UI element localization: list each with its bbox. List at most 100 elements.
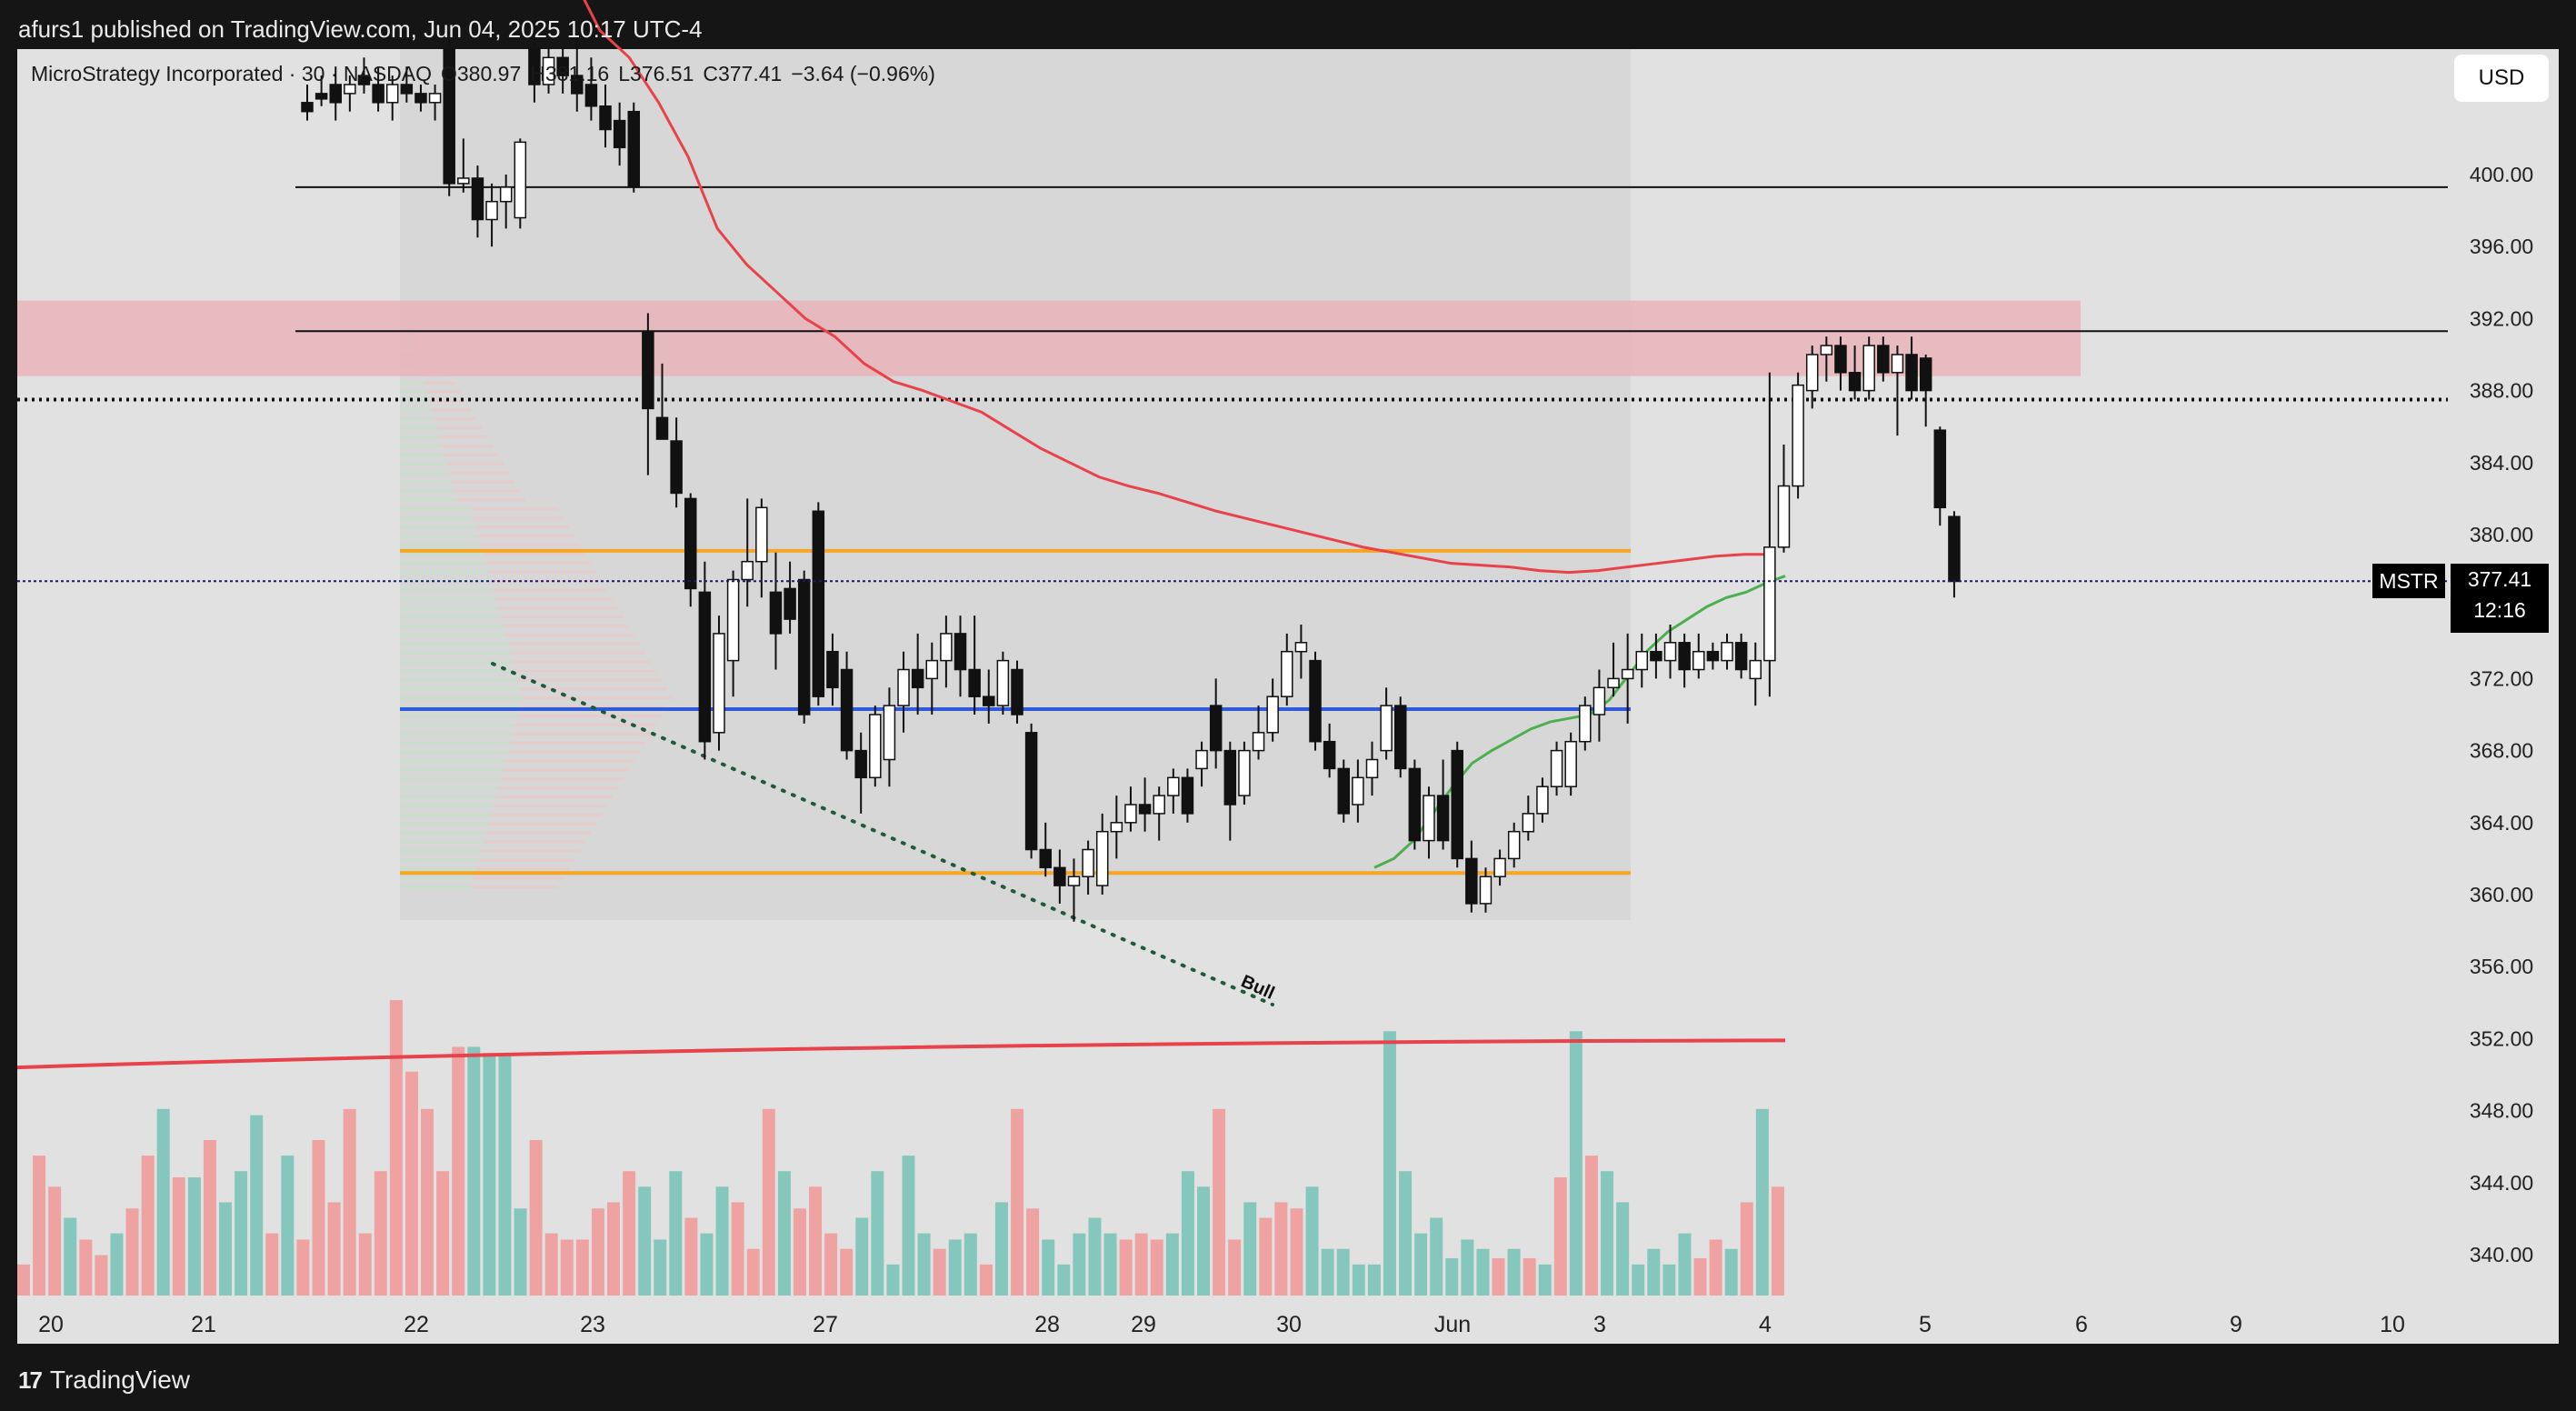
candle[interactable] xyxy=(684,493,697,607)
candle[interactable] xyxy=(1805,345,1819,409)
candle[interactable] xyxy=(542,48,555,94)
candle[interactable] xyxy=(1749,642,1762,706)
candle[interactable] xyxy=(1024,723,1038,859)
candle[interactable] xyxy=(1792,372,1804,499)
candle[interactable] xyxy=(996,651,1010,715)
candle[interactable] xyxy=(1266,678,1279,742)
candle[interactable] xyxy=(1948,511,1961,598)
candle[interactable] xyxy=(1223,741,1237,841)
candle[interactable] xyxy=(1550,741,1563,796)
candle[interactable] xyxy=(1423,786,1435,859)
candle[interactable] xyxy=(1195,741,1208,787)
candle[interactable] xyxy=(571,39,584,112)
candle[interactable] xyxy=(1650,633,1662,679)
candle[interactable] xyxy=(1734,633,1748,679)
candle[interactable] xyxy=(1365,741,1379,796)
candle[interactable] xyxy=(1138,777,1152,832)
candle[interactable] xyxy=(1153,786,1165,841)
candle[interactable] xyxy=(1933,426,1947,526)
bullish-divergence-trendline[interactable] xyxy=(491,662,1274,1006)
candle[interactable] xyxy=(1323,723,1336,778)
candle[interactable] xyxy=(1408,759,1422,850)
candle[interactable] xyxy=(1763,372,1776,697)
candle[interactable] xyxy=(769,552,783,670)
candle[interactable] xyxy=(499,175,513,229)
candle[interactable] xyxy=(514,138,527,229)
candle[interactable] xyxy=(1706,642,1720,670)
candle[interactable] xyxy=(1536,777,1549,823)
candle[interactable] xyxy=(329,66,342,121)
candle[interactable] xyxy=(599,85,612,148)
candle[interactable] xyxy=(528,30,541,103)
candle[interactable] xyxy=(897,651,910,733)
candle[interactable] xyxy=(1479,867,1493,913)
candle[interactable] xyxy=(613,102,626,166)
candle[interactable] xyxy=(301,85,314,121)
candle[interactable] xyxy=(1692,633,1705,679)
candle[interactable] xyxy=(1352,759,1364,823)
candle[interactable] xyxy=(1451,741,1463,868)
candle[interactable] xyxy=(1380,687,1393,760)
candle[interactable] xyxy=(940,615,953,688)
candle[interactable] xyxy=(1848,345,1862,400)
candle[interactable] xyxy=(1436,759,1450,850)
candle[interactable] xyxy=(627,102,641,193)
candle[interactable] xyxy=(1011,660,1023,724)
candle[interactable] xyxy=(1621,633,1634,724)
candle[interactable] xyxy=(584,57,598,121)
candle[interactable] xyxy=(1039,822,1052,877)
candle[interactable] xyxy=(1053,849,1066,904)
candle[interactable] xyxy=(840,651,854,760)
candle[interactable] xyxy=(854,732,867,814)
candle[interactable] xyxy=(443,30,455,196)
candle[interactable] xyxy=(1337,759,1351,823)
candle[interactable] xyxy=(1635,633,1649,688)
candle[interactable] xyxy=(1181,768,1194,823)
candle[interactable] xyxy=(1095,813,1109,895)
candle[interactable] xyxy=(1067,858,1081,922)
candle[interactable] xyxy=(1281,633,1293,706)
candle[interactable] xyxy=(911,633,924,715)
candle[interactable] xyxy=(485,183,498,247)
candle[interactable] xyxy=(1238,741,1251,805)
candle[interactable] xyxy=(1877,336,1890,382)
candle[interactable] xyxy=(883,687,896,787)
candle[interactable] xyxy=(372,66,384,112)
candle[interactable] xyxy=(344,75,356,112)
candle[interactable] xyxy=(1465,840,1478,913)
candle[interactable] xyxy=(1905,336,1918,400)
candle[interactable] xyxy=(1082,840,1094,895)
price-axis[interactable] xyxy=(2448,49,2559,1344)
candle[interactable] xyxy=(385,75,399,121)
candle[interactable] xyxy=(954,615,967,697)
candle[interactable] xyxy=(670,417,683,508)
candle[interactable] xyxy=(826,633,839,706)
candle[interactable] xyxy=(1579,696,1592,751)
candle[interactable] xyxy=(1493,849,1506,886)
candle[interactable] xyxy=(726,570,740,697)
moving-average-red-line[interactable] xyxy=(582,0,1774,575)
candle[interactable] xyxy=(357,57,371,94)
candle[interactable] xyxy=(698,561,712,760)
long-moving-average-line[interactable] xyxy=(16,1038,1786,1070)
candle[interactable] xyxy=(1393,696,1407,778)
candle[interactable] xyxy=(642,313,654,475)
candle[interactable] xyxy=(400,66,414,103)
candle[interactable] xyxy=(1507,822,1521,868)
candle[interactable] xyxy=(1862,336,1875,400)
candle[interactable] xyxy=(1593,669,1606,742)
candle[interactable] xyxy=(556,48,569,94)
candle[interactable] xyxy=(1834,336,1847,391)
candle[interactable] xyxy=(315,75,328,106)
candle[interactable] xyxy=(471,165,484,238)
candle[interactable] xyxy=(1607,642,1620,697)
candle[interactable] xyxy=(968,615,981,715)
candle[interactable] xyxy=(869,706,882,787)
candle[interactable] xyxy=(1919,355,1932,427)
candle[interactable] xyxy=(713,615,725,751)
candle[interactable] xyxy=(1564,732,1577,796)
candle[interactable] xyxy=(457,138,470,193)
candle[interactable] xyxy=(655,363,669,440)
footer-brand[interactable]: 17 TradingView xyxy=(18,1364,190,1396)
